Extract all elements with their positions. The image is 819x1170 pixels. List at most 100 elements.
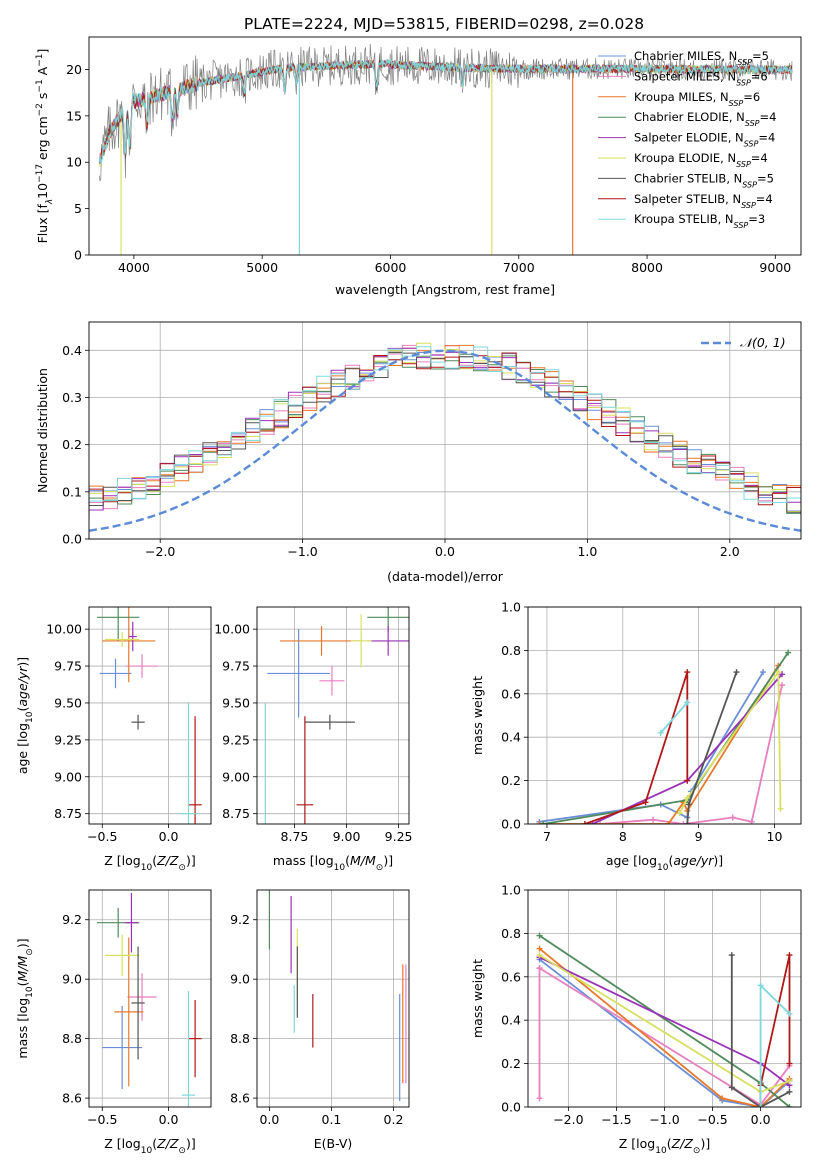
y-axis-label-part: 10	[25, 711, 35, 723]
y-axis-label-part: ⊙	[25, 948, 35, 956]
x-axis-label-part: ⊙	[376, 863, 384, 873]
y-tick-label: 8.8	[230, 1031, 250, 1046]
legend-label: Kroupa MILES, NSSP=6	[634, 90, 760, 108]
x-axis-label-part: 10	[655, 1146, 667, 1156]
errorbar-point-4	[367, 626, 409, 656]
axes-frame	[88, 321, 802, 540]
y-tick-label: 0.6	[501, 969, 521, 984]
x-tick-label: 4000	[118, 260, 150, 275]
y-tick-label: 20	[66, 62, 82, 77]
x-axis-label-part: Z/Z	[156, 853, 179, 868]
x-tick-label: 0.0	[435, 544, 455, 559]
y-tick-label: 9.00	[54, 769, 82, 784]
legend-label-base: Chabrier STELIB, N	[634, 171, 742, 185]
y-axis-label-part: −2	[35, 103, 45, 116]
x-tick-label: 7	[543, 829, 551, 844]
errorbar-point-1	[319, 666, 345, 696]
y-tick-label: 5	[74, 201, 82, 216]
weight-lines	[536, 932, 793, 1107]
x-axis-label-part: ⊙	[693, 1146, 701, 1156]
weight-marker	[685, 801, 692, 808]
y-tick-label: 0.8	[501, 643, 521, 658]
errorbar-point-8	[181, 991, 196, 1107]
axes-weight_vs_Z: −2.0 −1.5 −1.0 −0.5 0.0 0.0 0.2 0.4 0.6 0.8 1.0 Z […	[470, 883, 802, 1156]
y-axis-label: mass [log10(M/M⊙)]	[15, 938, 35, 1058]
y-tick-label: 8.8	[62, 1031, 82, 1046]
legend-label: Kroupa ELODIE, NSSP=4	[634, 151, 768, 169]
y-axis-label-part: s	[35, 93, 50, 104]
x-tick-label: 9.00	[333, 829, 361, 844]
legend-label-base: Kroupa MILES, N	[634, 90, 729, 104]
weight-marker	[684, 821, 691, 824]
x-axis-label-part: (	[152, 1136, 157, 1151]
weight-marker	[536, 945, 543, 952]
x-tick-label: 6000	[375, 260, 407, 275]
errorbar-point-8	[179, 702, 198, 824]
x-axis-label-part: )]	[713, 853, 723, 868]
x-axis-label-part: Z [log	[104, 853, 140, 868]
y-tick-label: 0.8	[501, 926, 521, 941]
weight-line-8	[660, 701, 688, 734]
y-tick-label: 9.00	[222, 769, 250, 784]
x-axis-label-part: Z/Z	[671, 1136, 694, 1151]
weight-marker	[684, 777, 691, 784]
x-axis-label: wavelength [Angstrom, rest frame]	[335, 282, 555, 297]
weight-line-6	[730, 955, 790, 1107]
legend-label-base: Salpeter MILES, N	[634, 69, 736, 83]
histograms	[89, 342, 801, 532]
x-axis-label-part: (	[152, 853, 157, 868]
y-tick-label: 0.1	[62, 484, 82, 499]
y-tick-label: 0.6	[501, 686, 521, 701]
y-axis-label-part: ]	[35, 49, 50, 54]
y-tick-label: 10.00	[46, 622, 82, 637]
x-axis-label-part: age [log	[606, 853, 657, 868]
x-axis-label-part: M/M	[350, 853, 376, 868]
weight-marker	[650, 816, 657, 823]
x-tick-label: 0.2	[384, 1112, 404, 1127]
errorbar-point-1	[127, 973, 157, 1021]
x-axis-label-part: (	[667, 1136, 672, 1151]
y-tick-label: 8.6	[230, 1091, 250, 1106]
x-axis-label-part: )]	[700, 1136, 710, 1151]
errorbar-point-0	[99, 658, 132, 689]
legend-label-sub: SSP	[734, 221, 749, 230]
y-tick-label: 8.75	[222, 806, 250, 821]
weight-marker	[733, 669, 740, 676]
y-axis-label-part: (	[15, 981, 30, 986]
legend-label: Chabrier MILES, NSSP=5	[634, 49, 769, 67]
errorbars	[264, 607, 409, 824]
errorbar-point-6	[304, 714, 355, 730]
x-tick-label: 1.0	[577, 544, 597, 559]
y-axis-label-part: M/M	[15, 955, 30, 981]
legend-label-sub: SSP	[729, 98, 744, 107]
x-axis-label-part: Z/Z	[156, 1136, 179, 1151]
x-axis-label-part: )]	[186, 1136, 196, 1151]
weight-marker	[665, 821, 672, 824]
weight-lines	[536, 649, 792, 824]
x-axis-label-part: 10	[141, 1146, 153, 1156]
errorbar-point-5	[104, 632, 140, 647]
errorbar-point-7	[296, 716, 314, 824]
errorbar-point-4	[128, 621, 137, 652]
x-axis-label-part: )]	[186, 853, 196, 868]
axes-frame	[88, 889, 212, 1108]
y-tick-label: 0.3	[62, 390, 82, 405]
legend-label-base: Salpeter STELIB, N	[634, 192, 741, 206]
plots-layer: 4000 5000 6000 7000 8000 9000 0 5 10 15 20 waveleng…	[15, 36, 802, 1156]
weight-line-0	[539, 671, 764, 823]
errorbar-point-0	[267, 629, 330, 718]
x-axis-label: (data-model)/error	[387, 569, 504, 584]
legend-label-tail: =4	[751, 151, 768, 165]
errorbar-point-7	[188, 716, 202, 824]
legend-label-sub: SSP	[744, 139, 759, 148]
weight-marker	[536, 932, 543, 939]
axes-frame	[88, 606, 212, 825]
x-tick-label: 7000	[503, 260, 535, 275]
weight-marker	[779, 671, 786, 678]
axes-frame	[527, 889, 802, 1108]
y-axis-label-part: )]	[15, 938, 30, 948]
axes-mass_vs_EBV: 0.0 0.1 0.2 8.6 8.8 9.0 9.2 E(B-V)	[230, 889, 410, 1151]
x-tick-label: −0.5	[87, 1112, 117, 1127]
y-tick-label: 8.75	[54, 806, 82, 821]
x-axis-label-part: Z [log	[104, 1136, 140, 1151]
